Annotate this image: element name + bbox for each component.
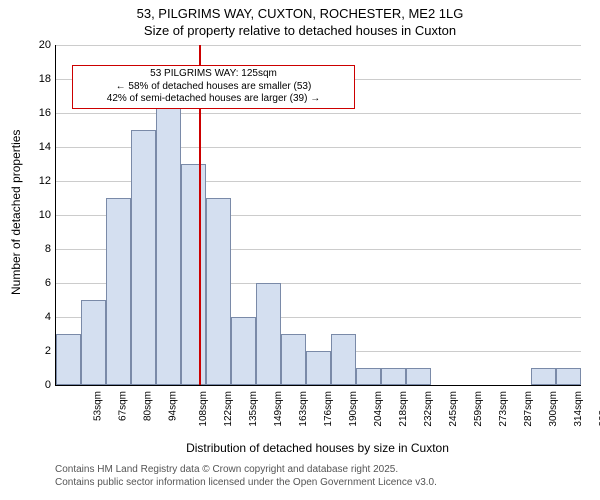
histogram-bar (206, 198, 231, 385)
annotation-line2: ← 58% of detached houses are smaller (53… (77, 81, 351, 94)
xtick-label: 94sqm (167, 391, 178, 421)
annotation-line3: 42% of semi-detached houses are larger (… (77, 93, 351, 106)
ytick-label: 4 (27, 311, 51, 323)
xtick-label: 204sqm (373, 391, 384, 427)
gridline-h (56, 113, 581, 114)
histogram-bar (331, 334, 356, 385)
xtick-label: 314sqm (573, 391, 584, 427)
xtick-label: 176sqm (323, 391, 334, 427)
ytick-label: 14 (27, 141, 51, 153)
chart-titles: 53, PILGRIMS WAY, CUXTON, ROCHESTER, ME2… (0, 0, 600, 40)
xtick-label: 273sqm (498, 391, 509, 427)
xtick-label: 245sqm (448, 391, 459, 427)
annotation-line1: 53 PILGRIMS WAY: 125sqm (77, 68, 351, 81)
histogram-bar (306, 351, 331, 385)
xtick-label: 67sqm (117, 391, 128, 421)
xtick-label: 80sqm (142, 391, 153, 421)
xtick-label: 287sqm (523, 391, 534, 427)
chart-title-line1: 53, PILGRIMS WAY, CUXTON, ROCHESTER, ME2… (0, 6, 600, 23)
histogram-bar (556, 368, 581, 385)
histogram-bar (406, 368, 431, 385)
ytick-label: 0 (27, 379, 51, 391)
ytick-label: 20 (27, 39, 51, 51)
histogram-bar (56, 334, 81, 385)
chart-title-line2: Size of property relative to detached ho… (0, 23, 600, 40)
histogram-bar (256, 283, 281, 385)
annotation-box: 53 PILGRIMS WAY: 125sqm← 58% of detached… (72, 65, 356, 109)
footer-line1: Contains HM Land Registry data © Crown c… (55, 463, 437, 476)
ytick-label: 16 (27, 107, 51, 119)
chart-footer: Contains HM Land Registry data © Crown c… (55, 463, 437, 489)
xtick-label: 108sqm (198, 391, 209, 427)
histogram-bar (131, 130, 156, 385)
histogram-bar (531, 368, 556, 385)
ytick-label: 12 (27, 175, 51, 187)
footer-line2: Contains public sector information licen… (55, 476, 437, 489)
xtick-label: 122sqm (223, 391, 234, 427)
histogram-bar (231, 317, 256, 385)
xtick-label: 232sqm (423, 391, 434, 427)
histogram-bar (281, 334, 306, 385)
ytick-label: 8 (27, 243, 51, 255)
xtick-label: 163sqm (298, 391, 309, 427)
histogram-bar (156, 96, 181, 385)
xtick-label: 218sqm (398, 391, 409, 427)
xtick-label: 53sqm (92, 391, 103, 421)
histogram-bar (106, 198, 131, 385)
histogram-bar (381, 368, 406, 385)
chart-container: 53, PILGRIMS WAY, CUXTON, ROCHESTER, ME2… (0, 0, 600, 500)
x-axis-label: Distribution of detached houses by size … (55, 441, 580, 455)
gridline-h (56, 45, 581, 46)
xtick-label: 149sqm (273, 391, 284, 427)
xtick-label: 190sqm (348, 391, 359, 427)
xtick-label: 135sqm (248, 391, 259, 427)
ytick-label: 2 (27, 345, 51, 357)
histogram-bar (356, 368, 381, 385)
histogram-bar (81, 300, 106, 385)
ytick-label: 10 (27, 209, 51, 221)
plot-area: 53 PILGRIMS WAY: 125sqm← 58% of detached… (55, 45, 581, 386)
histogram-bar (181, 164, 206, 385)
xtick-label: 259sqm (473, 391, 484, 427)
ytick-label: 18 (27, 73, 51, 85)
xtick-label: 300sqm (548, 391, 559, 427)
y-axis-label: Number of detached properties (9, 285, 23, 295)
ytick-label: 6 (27, 277, 51, 289)
